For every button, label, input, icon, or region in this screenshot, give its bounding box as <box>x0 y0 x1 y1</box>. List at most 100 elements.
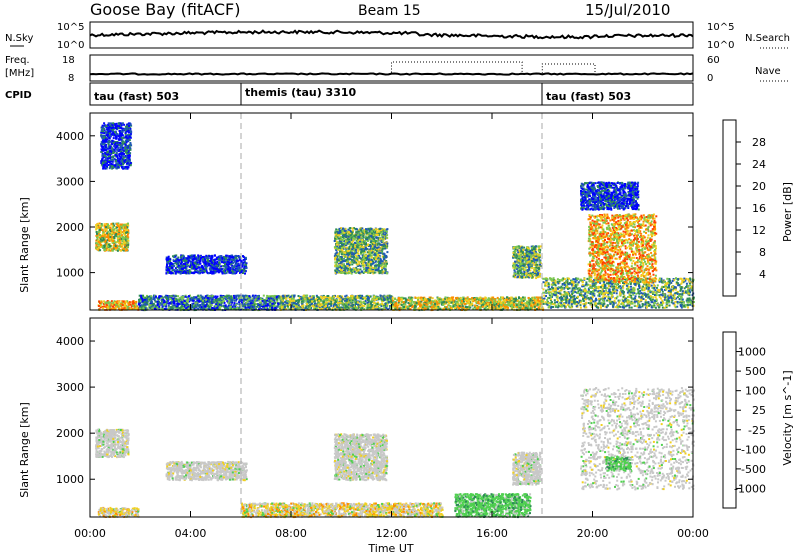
data-cell <box>191 302 194 305</box>
data-cell <box>167 304 170 307</box>
data-cell <box>123 240 125 243</box>
data-cell <box>126 130 128 133</box>
data-cell <box>128 164 131 167</box>
data-cell <box>101 235 104 238</box>
data-cell <box>115 145 118 148</box>
data-cell <box>100 134 103 137</box>
data-cell <box>356 296 359 298</box>
data-cell <box>193 261 196 264</box>
data-cell <box>364 297 367 300</box>
data-cell <box>125 125 128 128</box>
freq-left-label: Freq. <box>5 55 30 66</box>
data-cell <box>99 234 102 237</box>
data-cell <box>138 303 141 306</box>
data-cell <box>206 301 209 304</box>
data-cell <box>173 304 176 307</box>
data-cell <box>120 305 123 308</box>
data-cell <box>134 302 137 305</box>
data-cell <box>222 305 225 308</box>
data-cell <box>271 295 274 298</box>
data-cell <box>118 237 121 240</box>
data-cell <box>253 303 256 306</box>
data-cell <box>222 295 225 297</box>
data-cell <box>108 131 110 134</box>
data-cell <box>207 308 210 311</box>
data-cell <box>221 271 224 274</box>
data-cell <box>111 128 114 131</box>
data-cell <box>128 154 131 157</box>
data-cell <box>139 305 141 308</box>
data-cell <box>121 240 124 243</box>
data-cell <box>99 301 101 304</box>
data-cell <box>101 158 104 161</box>
data-cell <box>101 305 104 308</box>
data-cell <box>117 237 120 240</box>
data-cell <box>255 303 258 306</box>
data-cell <box>174 260 177 263</box>
data-cell <box>118 160 121 163</box>
data-cell <box>227 265 230 268</box>
data-cell <box>203 269 206 272</box>
data-cell <box>118 235 121 238</box>
data-cell <box>104 138 107 141</box>
data-cell <box>120 245 123 248</box>
data-cell <box>351 229 354 232</box>
data-cell <box>244 296 247 299</box>
data-cell <box>277 295 280 298</box>
data-cell <box>127 239 130 242</box>
data-cell <box>102 231 105 234</box>
data-cell <box>201 308 204 311</box>
data-cell <box>108 161 111 164</box>
data-cell <box>101 245 104 248</box>
data-cell <box>101 146 104 148</box>
data-cell <box>116 300 119 303</box>
data-cell <box>229 269 232 272</box>
data-cell <box>177 295 180 298</box>
data-cell <box>118 130 121 132</box>
data-cell <box>329 298 331 301</box>
data-cell <box>174 299 177 302</box>
data-cell <box>126 134 129 137</box>
data-cell <box>369 295 372 298</box>
noise-panel: N.Sky 10^5 10^0 10^5 10^0 N.Search <box>5 21 790 51</box>
data-cell <box>103 139 106 142</box>
data-cell <box>122 237 124 240</box>
data-cell <box>115 143 118 146</box>
data-cell <box>112 137 115 140</box>
data-cell <box>118 245 121 248</box>
data-cell <box>166 261 169 264</box>
data-cell <box>107 154 110 156</box>
data-cell <box>98 300 101 303</box>
data-cell <box>112 142 115 144</box>
noise-right-label: N.Search <box>745 33 790 44</box>
data-cell <box>347 296 350 299</box>
data-cell <box>169 306 172 309</box>
data-cell <box>112 126 115 129</box>
data-cell <box>105 134 108 137</box>
data-cell <box>111 236 114 239</box>
data-cell <box>248 295 251 298</box>
data-cell <box>103 129 106 132</box>
data-cell <box>330 303 332 305</box>
data-cell <box>124 127 127 130</box>
data-cell <box>106 306 109 308</box>
data-cell <box>224 257 227 260</box>
data-cell <box>129 133 132 136</box>
data-cell <box>191 254 194 257</box>
data-cell <box>121 155 124 158</box>
data-cell <box>245 301 248 304</box>
data-cell <box>100 223 103 226</box>
data-cell <box>325 305 327 307</box>
data-cell <box>177 261 180 264</box>
data-cell <box>351 295 354 298</box>
data-cell <box>112 155 115 158</box>
data-cell <box>319 305 322 308</box>
data-cell <box>322 301 325 303</box>
data-cell <box>108 136 111 139</box>
data-cell <box>238 258 241 261</box>
noise-right-tick-low: 10^0 <box>707 40 734 51</box>
data-cell <box>226 270 229 273</box>
data-cell <box>109 226 112 229</box>
data-cell <box>101 224 104 227</box>
data-cell <box>270 304 273 307</box>
